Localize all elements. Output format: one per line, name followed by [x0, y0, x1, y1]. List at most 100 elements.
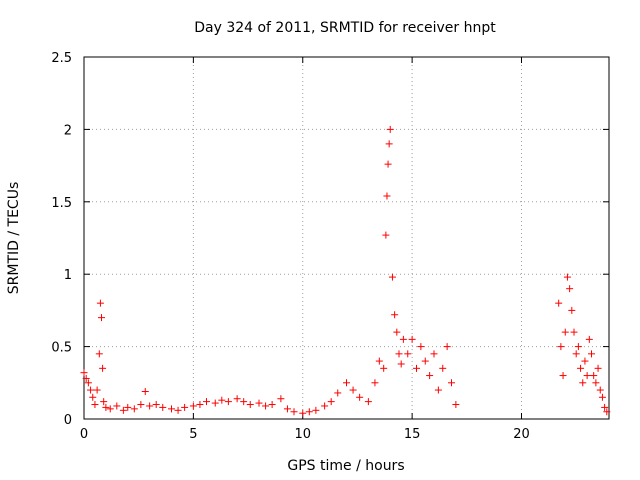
- x-tick-label-4: 20: [513, 427, 530, 442]
- data-point: [196, 401, 204, 409]
- data-point: [82, 374, 90, 382]
- data-point: [137, 401, 145, 409]
- data-point: [430, 350, 438, 358]
- y-tick-label-2: 1: [64, 268, 72, 283]
- data-point: [174, 406, 182, 414]
- data-point: [568, 306, 576, 314]
- y-axis-label: SRMTID / TECUs: [6, 182, 22, 295]
- data-point: [404, 350, 412, 358]
- data-point: [84, 379, 92, 387]
- data-point: [327, 398, 335, 406]
- data-points: [80, 125, 611, 417]
- data-point: [384, 160, 392, 168]
- data-point: [290, 408, 298, 416]
- data-point: [321, 402, 329, 410]
- data-point: [96, 299, 104, 307]
- data-point: [417, 343, 425, 351]
- data-point: [343, 379, 350, 387]
- x-tick-label-2: 10: [294, 427, 311, 442]
- data-point: [268, 401, 276, 409]
- data-point: [312, 406, 320, 414]
- data-point: [588, 350, 595, 358]
- axis-ticks: [83, 56, 609, 420]
- data-point: [80, 369, 88, 377]
- data-point: [577, 364, 585, 372]
- data-point: [566, 285, 574, 293]
- data-point: [91, 401, 99, 409]
- tick-labels: 0 5 10 15 20 0 0.5 1 1.5 2 2.5: [51, 51, 529, 442]
- data-point: [375, 357, 383, 365]
- data-point: [598, 393, 606, 401]
- data-point: [592, 379, 600, 387]
- data-point: [382, 231, 390, 239]
- data-point: [106, 405, 114, 413]
- data-point: [585, 335, 593, 343]
- x-tick-label-3: 15: [404, 427, 421, 442]
- data-point: [218, 396, 226, 404]
- data-point: [421, 357, 429, 365]
- plot-frame: [83, 56, 610, 420]
- data-point: [224, 398, 232, 406]
- x-axis-label: GPS time / hours: [287, 458, 404, 474]
- data-point: [99, 364, 107, 372]
- data-point: [386, 125, 394, 133]
- data-point: [262, 402, 270, 410]
- data-point: [596, 386, 604, 394]
- y-tick-label-0: 0: [64, 413, 72, 428]
- data-point: [299, 409, 307, 417]
- data-point: [393, 328, 401, 336]
- data-point: [356, 393, 364, 401]
- data-point: [181, 403, 189, 411]
- data-point: [168, 405, 175, 413]
- data-point: [388, 273, 396, 281]
- y-tick-label-1: 0.5: [51, 341, 72, 356]
- data-point: [603, 408, 611, 416]
- data-point: [152, 401, 160, 409]
- chart-title: Day 324 of 2011, SRMTID for receiver hnp…: [194, 20, 496, 36]
- data-point: [277, 395, 285, 403]
- data-point: [413, 364, 420, 372]
- data-point: [448, 379, 455, 387]
- data-point: [371, 379, 379, 387]
- x-tick-label-0: 0: [80, 427, 88, 442]
- data-point: [203, 398, 210, 406]
- data-point: [334, 389, 342, 397]
- data-point: [364, 398, 372, 406]
- data-point: [95, 350, 103, 358]
- data-point: [349, 386, 357, 394]
- data-point: [439, 364, 447, 372]
- data-point: [583, 372, 591, 380]
- data-point: [283, 405, 291, 413]
- data-point: [434, 386, 442, 394]
- data-point: [380, 364, 388, 372]
- data-point: [581, 357, 589, 365]
- data-point: [240, 398, 248, 406]
- data-point: [594, 364, 602, 372]
- data-point: [408, 335, 416, 343]
- data-point: [89, 393, 97, 401]
- data-point: [130, 405, 138, 413]
- data-point: [590, 372, 598, 380]
- data-point: [141, 387, 149, 395]
- data-point: [113, 402, 121, 410]
- data-point: [399, 335, 407, 343]
- data-point: [561, 328, 569, 336]
- data-point: [452, 401, 460, 409]
- data-point: [383, 192, 391, 200]
- data-point: [391, 311, 399, 319]
- y-tick-label-4: 2: [64, 123, 72, 138]
- data-point: [87, 386, 95, 394]
- data-point: [100, 398, 108, 406]
- data-point: [211, 399, 219, 407]
- data-point: [93, 386, 101, 394]
- data-point: [189, 402, 197, 410]
- x-tick-label-1: 5: [189, 427, 197, 442]
- data-point: [563, 273, 571, 281]
- data-point: [443, 343, 451, 351]
- data-point: [572, 350, 580, 358]
- data-point: [397, 360, 405, 368]
- data-point: [559, 372, 567, 380]
- data-point: [124, 403, 132, 411]
- data-point: [246, 401, 254, 409]
